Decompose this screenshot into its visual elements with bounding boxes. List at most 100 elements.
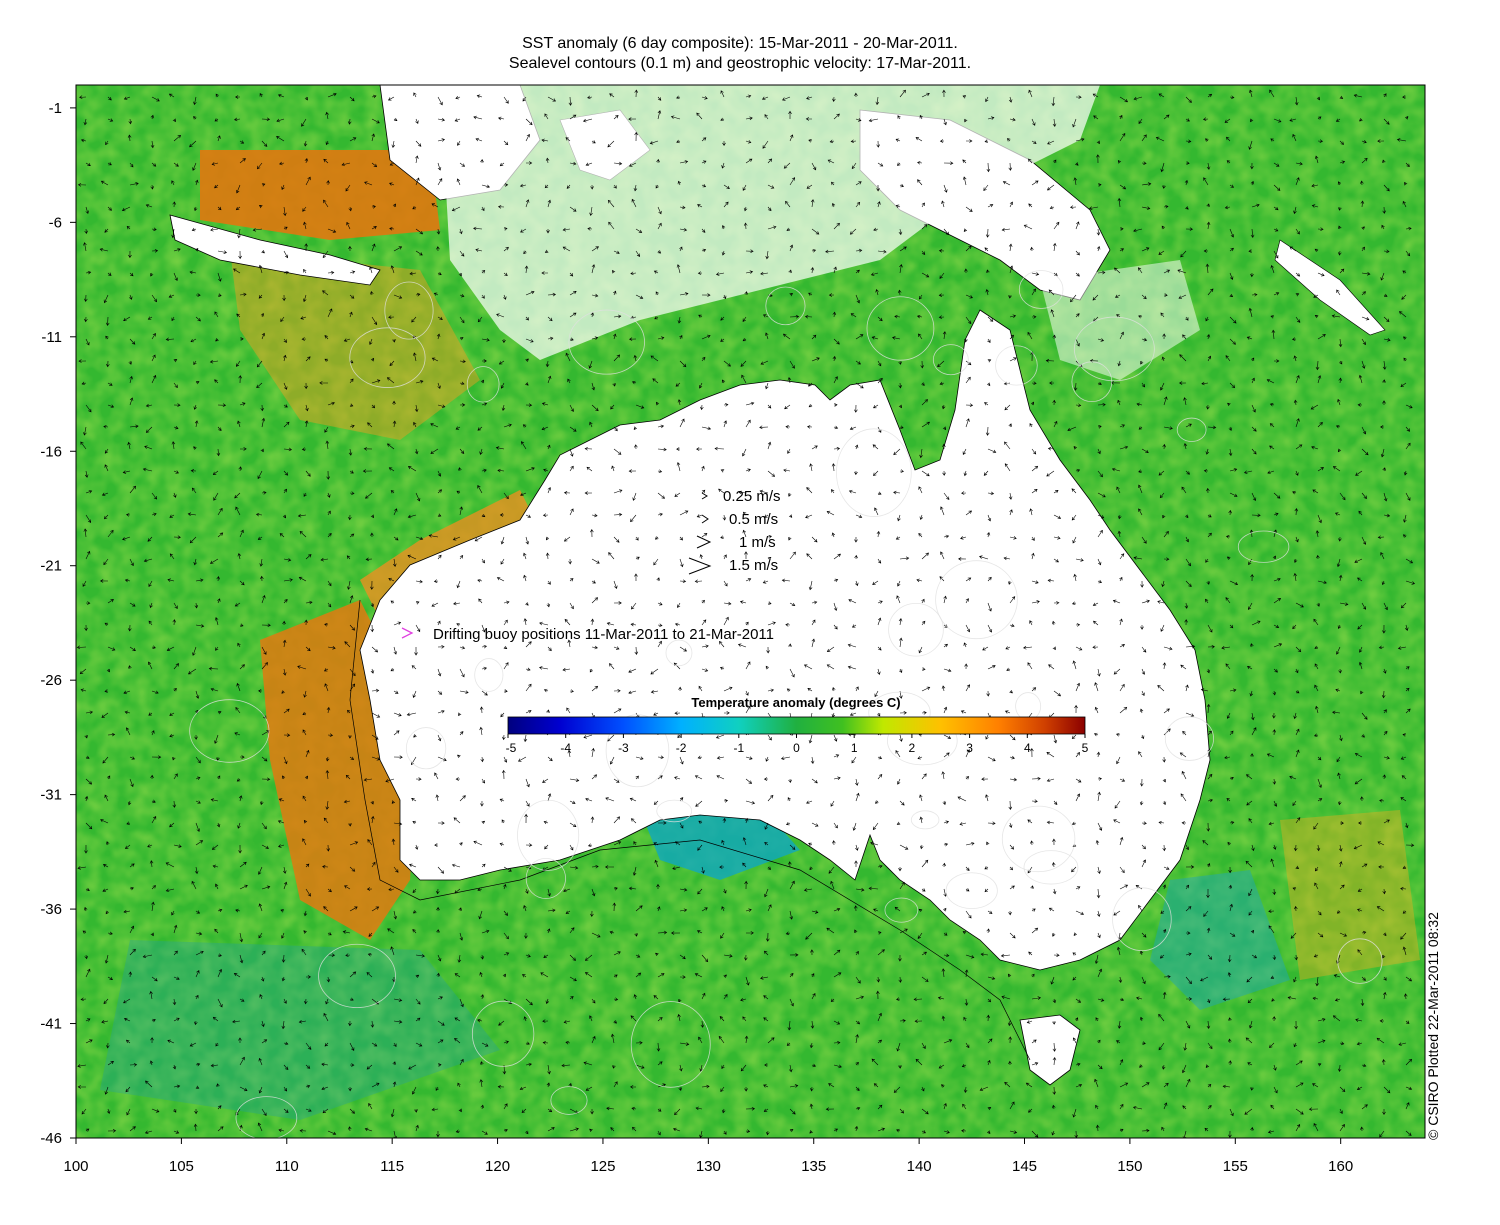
velocity-arrow <box>875 800 879 804</box>
velocity-arrow <box>1163 530 1169 538</box>
velocity-arrow <box>1092 294 1099 301</box>
velocity-arrow <box>1316 844 1321 852</box>
velocity-arrow <box>1227 402 1231 407</box>
velocity-arrow <box>1205 1064 1210 1068</box>
velocity-arrow <box>1162 884 1167 890</box>
velocity-arrow <box>478 910 483 920</box>
velocity-arrow <box>1273 250 1279 259</box>
velocity-arrow <box>987 359 992 363</box>
velocity-arrow <box>943 953 950 958</box>
velocity-arrow <box>877 1127 886 1132</box>
velocity-arrow <box>283 599 288 604</box>
velocity-arrow <box>1317 910 1322 916</box>
velocity-arrow <box>370 602 375 608</box>
velocity-arrow <box>827 159 835 164</box>
velocity-arrow <box>349 595 354 604</box>
velocity-arrow <box>1290 932 1297 939</box>
velocity-arrow <box>456 178 461 186</box>
velocity-arrow <box>964 969 969 978</box>
velocity-arrow <box>371 118 380 124</box>
velocity-arrow <box>430 423 439 428</box>
velocity-arrow <box>1317 932 1324 938</box>
velocity-arrow <box>760 360 769 365</box>
velocity-arrow <box>459 448 465 454</box>
velocity-arrow <box>985 96 989 103</box>
velocity-arrow <box>833 972 842 978</box>
velocity-arrow <box>697 271 703 275</box>
velocity-arrow <box>173 844 182 848</box>
velocity-arrow <box>1383 756 1390 760</box>
velocity-arrow <box>283 447 293 452</box>
velocity-arrow <box>84 844 88 854</box>
velocity-arrow <box>612 902 617 912</box>
velocity-arrow <box>766 646 770 654</box>
velocity-arrow <box>283 226 288 230</box>
velocity-arrow <box>738 490 747 495</box>
velocity-arrow <box>129 886 134 891</box>
velocity-arrow <box>503 294 507 300</box>
velocity-arrow <box>987 1130 991 1134</box>
velocity-arrow <box>235 506 241 516</box>
velocity-arrow <box>129 646 136 652</box>
velocity-arrow <box>324 426 329 433</box>
velocity-arrow <box>547 199 552 208</box>
velocity-arrow <box>1207 998 1211 1004</box>
velocity-arrow <box>1030 840 1034 846</box>
velocity-arrow <box>1226 136 1231 142</box>
velocity-arrow <box>983 470 989 476</box>
velocity-arrow <box>958 557 967 561</box>
velocity-arrow <box>1270 858 1275 868</box>
velocity-arrow <box>456 490 461 494</box>
x-tick-label: 140 <box>907 1158 932 1175</box>
velocity-arrow <box>1361 291 1366 296</box>
x-tick-label: 155 <box>1223 1158 1248 1175</box>
velocity-arrow <box>547 646 552 652</box>
velocity-arrow <box>323 906 329 912</box>
velocity-arrow <box>921 92 930 98</box>
velocity-arrow <box>1399 311 1407 318</box>
velocity-arrow <box>1226 798 1231 802</box>
velocity-arrow <box>1382 159 1386 164</box>
velocity-arrow <box>981 777 989 781</box>
velocity-arrow <box>453 601 461 606</box>
velocity-arrow <box>415 1124 419 1132</box>
colorbar-tick-label: 5 <box>1082 741 1089 755</box>
velocity-arrow <box>1097 492 1106 498</box>
velocity-arrow <box>767 1037 775 1044</box>
velocity-arrow <box>987 1107 992 1111</box>
velocity-arrow <box>1332 466 1341 472</box>
velocity-arrow <box>833 222 840 230</box>
velocity-arrow <box>877 712 881 717</box>
velocity-arrow <box>628 668 637 673</box>
velocity-arrow <box>281 932 285 939</box>
velocity-arrow <box>305 176 311 186</box>
velocity-arrow <box>1141 247 1150 252</box>
velocity-arrow <box>212 470 219 475</box>
velocity-arrow <box>1361 316 1370 321</box>
velocity-arrow <box>720 1086 725 1092</box>
velocity-arrow <box>697 888 703 895</box>
velocity-arrow <box>1229 903 1233 912</box>
velocity-arrow <box>261 183 266 187</box>
velocity-arrow <box>303 140 308 147</box>
sealevel-contour <box>466 366 500 403</box>
velocity-arrow <box>1250 929 1254 934</box>
velocity-arrow <box>855 294 861 304</box>
velocity-arrow <box>349 624 356 631</box>
velocity-arrow <box>583 1061 593 1066</box>
velocity-arrow <box>431 602 439 607</box>
velocity-arrow <box>82 930 87 934</box>
velocity-arrow <box>210 687 219 692</box>
velocity-arrow <box>744 291 748 296</box>
velocity-arrow <box>1048 907 1055 912</box>
velocity-arrow <box>811 822 819 827</box>
velocity-arrow <box>569 689 574 693</box>
velocity-arrow <box>323 817 329 824</box>
velocity-arrow <box>105 335 109 340</box>
velocity-arrow <box>235 206 241 211</box>
velocity-arrow <box>323 1012 329 1022</box>
velocity-arrow <box>1071 821 1077 826</box>
velocity-arrow <box>1097 270 1106 275</box>
velocity-arrow <box>965 206 973 212</box>
velocity-arrow <box>370 815 375 824</box>
